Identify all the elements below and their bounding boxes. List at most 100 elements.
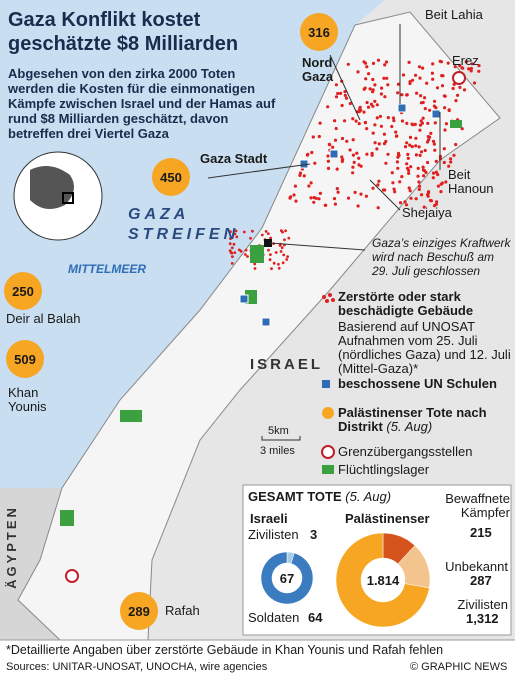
damage-dot (249, 236, 252, 240)
damage-dot (232, 242, 236, 246)
damage-dot (429, 131, 433, 135)
damage-dot (336, 190, 340, 194)
damage-dot (383, 63, 387, 67)
damage-dot (253, 267, 257, 270)
damage-dot (246, 255, 249, 258)
damage-dot (419, 150, 424, 154)
district-name: Gaza Stadt (200, 151, 268, 166)
damage-dot (326, 154, 330, 158)
damage-dot (365, 127, 369, 131)
damage-dot (442, 160, 446, 165)
damage-dot (343, 119, 347, 123)
place: Shejaiya (402, 205, 452, 220)
damage-dot (375, 147, 379, 151)
damage-dot (283, 238, 286, 242)
damage-dot (433, 121, 437, 125)
damage-dot (371, 77, 375, 82)
damage-dot (344, 96, 349, 100)
damage-dot (313, 161, 317, 165)
damage-dot (438, 59, 442, 64)
damage-dot (371, 186, 375, 190)
damage-dot (294, 199, 298, 203)
damage-dot (235, 235, 239, 239)
damage-dot (298, 171, 303, 175)
damage-dot (426, 194, 430, 198)
damage-dot (413, 122, 417, 126)
damage-dot (356, 70, 360, 74)
credit: © GRAPHIC NEWS (410, 661, 508, 673)
damage-dot (408, 81, 412, 86)
damage-dot (385, 76, 389, 80)
damage-dot (332, 197, 337, 201)
refugee-camps (60, 120, 462, 526)
totals-heading: GESAMT TOTE (248, 489, 342, 504)
district-name: Rafah (165, 603, 200, 618)
segment-name: Zivilisten (457, 597, 508, 612)
damage-dot (376, 183, 380, 187)
legend-camps: Flüchtlingslager (338, 462, 430, 477)
legend-deaths-text: Palästinenser Tote nach Distrikt (338, 405, 487, 434)
damage-dot (269, 253, 272, 256)
damage-dot (231, 255, 234, 259)
damage-dot (460, 66, 464, 70)
damage-dot (371, 90, 375, 94)
damage-dot (414, 136, 418, 140)
damage-dot (371, 104, 375, 108)
crossings (65, 71, 466, 583)
damage-dot (453, 65, 457, 69)
damage-dot (391, 116, 396, 120)
damage-dot (400, 119, 405, 123)
segment-value: 64 (308, 610, 323, 625)
damage-dot (417, 65, 422, 69)
damage-dot (446, 61, 450, 65)
damage-dot (339, 91, 343, 95)
damage-dot (423, 107, 427, 111)
damage-dot (228, 249, 232, 253)
damage-dot (431, 176, 435, 180)
damage-dot (395, 160, 399, 164)
damage-dot (415, 91, 419, 95)
damage-dot (379, 92, 383, 96)
damage-dot (431, 62, 435, 66)
damage-dot (233, 251, 237, 255)
damage-dot (279, 250, 283, 253)
segment-name: Unbekannt (445, 559, 508, 574)
damage-dot (333, 202, 337, 206)
damage-dot (365, 65, 369, 69)
damage-dot (253, 262, 257, 266)
donut-total: 1.814 (367, 573, 400, 588)
damage-dot (340, 136, 345, 141)
scale-km: 5km (268, 425, 289, 437)
damage-dot (408, 135, 413, 139)
damage-dot (417, 145, 421, 149)
damage-dot (326, 159, 330, 163)
damage-dot (285, 258, 289, 261)
damage-dot (425, 140, 430, 144)
damage-dot (406, 156, 410, 160)
damage-dot (409, 165, 413, 169)
damage-dot (464, 60, 468, 64)
damage-dot (292, 193, 296, 197)
segment-value: 3 (310, 527, 318, 542)
damage-dot (396, 82, 401, 86)
damage-dot (407, 186, 411, 190)
damage-dot (230, 251, 234, 255)
damage-dot (428, 108, 432, 112)
segment-value: 215 (470, 525, 492, 540)
district-deaths: 289 (120, 592, 158, 630)
damage-dot (395, 134, 399, 138)
damage-dot (426, 160, 430, 165)
legend-schools: beschossene UN Schulen (338, 376, 497, 391)
legend-deaths-date: (5. Aug) (386, 419, 433, 434)
damage-dot (417, 187, 421, 191)
legend-school (322, 380, 330, 388)
damage-dot (307, 184, 311, 188)
damage-dot (260, 233, 264, 237)
damage-dot (234, 229, 238, 233)
damage-dot (417, 180, 421, 184)
damage-dot (472, 81, 477, 85)
damage-dot (428, 135, 432, 139)
damage-dot (384, 161, 388, 165)
damage-dot (414, 73, 418, 77)
damage-dot (362, 60, 366, 64)
